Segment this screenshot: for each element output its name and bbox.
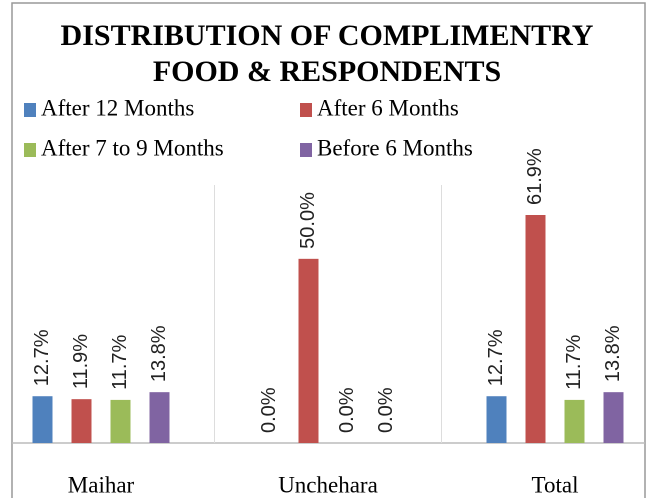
legend-label: After 6 Months [317, 95, 459, 120]
bar [603, 392, 624, 443]
bar [110, 399, 131, 443]
value-label: 0.0% [375, 387, 397, 433]
value-label: 11.7% [563, 334, 585, 389]
value-label: 13.8% [148, 325, 170, 382]
x-tick-label: Total [532, 472, 579, 497]
value-label: 50.0% [297, 192, 319, 249]
bar [564, 399, 585, 443]
legend-swatch [300, 143, 312, 157]
legend-label: After 7 to 9 Months [41, 135, 224, 160]
bar [32, 396, 53, 443]
value-label: 12.7% [31, 329, 53, 386]
legend-label: After 12 Months [41, 95, 194, 120]
value-label: 61.9% [524, 148, 546, 205]
bar [525, 215, 546, 443]
value-label: 11.9% [70, 334, 92, 389]
chart-title: DISTRIBUTION OF COMPLIMENTRY FOOD & RESP… [60, 19, 594, 88]
value-label: 0.0% [258, 387, 280, 433]
legend-swatch [24, 103, 36, 117]
value-label: 12.7% [485, 329, 507, 386]
legend-swatch [300, 103, 312, 117]
bar [71, 399, 92, 443]
legend-label: Before 6 Months [317, 135, 473, 160]
bar [486, 396, 507, 443]
bar [149, 392, 170, 443]
x-tick-label: Maihar [68, 472, 135, 497]
value-label: 11.7% [109, 334, 131, 389]
chart-frame [11, 2, 646, 498]
bar [298, 258, 319, 443]
x-tick-label: Unchehara [278, 472, 378, 497]
value-label: 13.8% [602, 325, 624, 382]
legend-swatch [24, 143, 36, 157]
value-label: 0.0% [336, 387, 358, 433]
